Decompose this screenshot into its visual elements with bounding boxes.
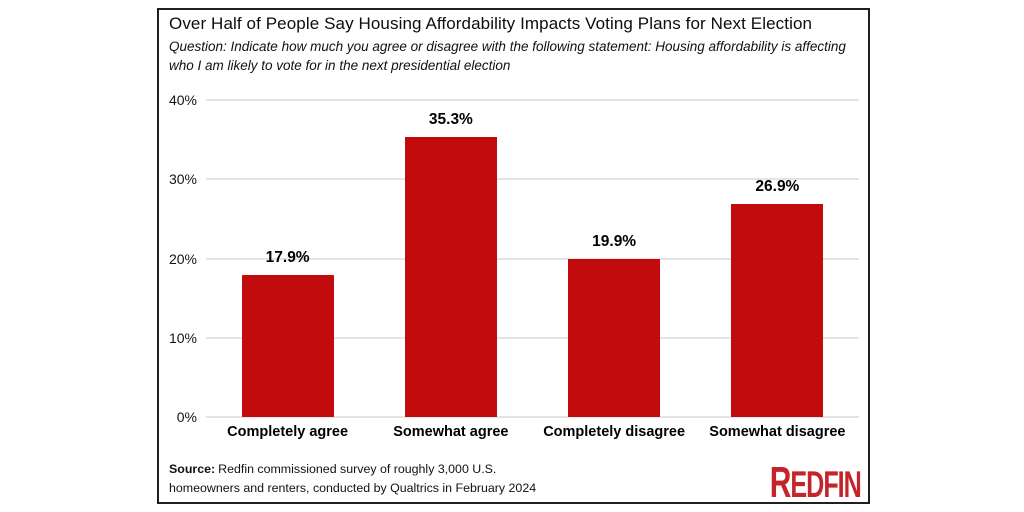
chart-subtitle: Question: Indicate how much you agree or… <box>169 39 846 73</box>
gridline <box>206 99 859 101</box>
redfin-logo: R EDFIN <box>770 457 862 507</box>
bar <box>568 259 661 417</box>
source-line-1: Source: Redfin commissioned survey of rou… <box>169 460 536 478</box>
logo-letter-r: R <box>770 457 792 507</box>
category-label: Somewhat disagree <box>709 424 846 440</box>
logo-letters-edfin: EDFIN <box>790 464 862 506</box>
category-label: Completely agree <box>227 424 349 440</box>
y-tick-label: 30% <box>168 171 197 188</box>
bar-column: 17.9% <box>206 100 369 417</box>
chart-title: Over Half of People Say Housing Affordab… <box>169 14 813 33</box>
chart-card: Over Half of People Say Housing Affordab… <box>157 8 870 504</box>
bar <box>731 203 824 417</box>
gridline <box>206 257 859 260</box>
bar <box>241 275 334 417</box>
gridline <box>206 416 859 418</box>
bar-value-label: 26.9% <box>755 177 800 195</box>
bar-column: 19.9% <box>533 100 696 417</box>
y-tick-label: 0% <box>176 409 197 425</box>
bar-column: 26.9% <box>696 100 859 417</box>
category-label: Completely disagree <box>543 424 686 440</box>
bar-column: 35.3% <box>369 100 532 417</box>
y-tick-label: 40% <box>168 92 197 108</box>
bar <box>404 137 497 417</box>
y-tick-label: 20% <box>168 250 197 267</box>
source-label: Source: <box>169 462 216 477</box>
category-label: Somewhat agree <box>393 424 509 440</box>
gridline <box>206 336 859 339</box>
y-tick-label: 10% <box>168 329 197 346</box>
bar-value-label: 17.9% <box>265 249 310 267</box>
plot-area: 17.9% 35.3% 19.9% 26.9% <box>206 99 859 418</box>
x-axis-labels: Completely agree Somewhat agree Completely… <box>206 424 859 440</box>
bars-row: 17.9% 35.3% 19.9% 26.9% <box>206 100 859 417</box>
bar-value-label: 35.3% <box>428 111 473 129</box>
source-line-2: homeowners and renters, conducted by Qua… <box>169 480 537 495</box>
source-text-1: Redfin commissioned survey of roughly 3,… <box>218 462 497 477</box>
gridline <box>206 178 859 181</box>
source-note: Source: Redfin commissioned survey of rou… <box>169 460 536 497</box>
bar-value-label: 19.9% <box>592 233 637 251</box>
y-axis: 0% 10% 20% 30% 40% <box>159 92 197 425</box>
